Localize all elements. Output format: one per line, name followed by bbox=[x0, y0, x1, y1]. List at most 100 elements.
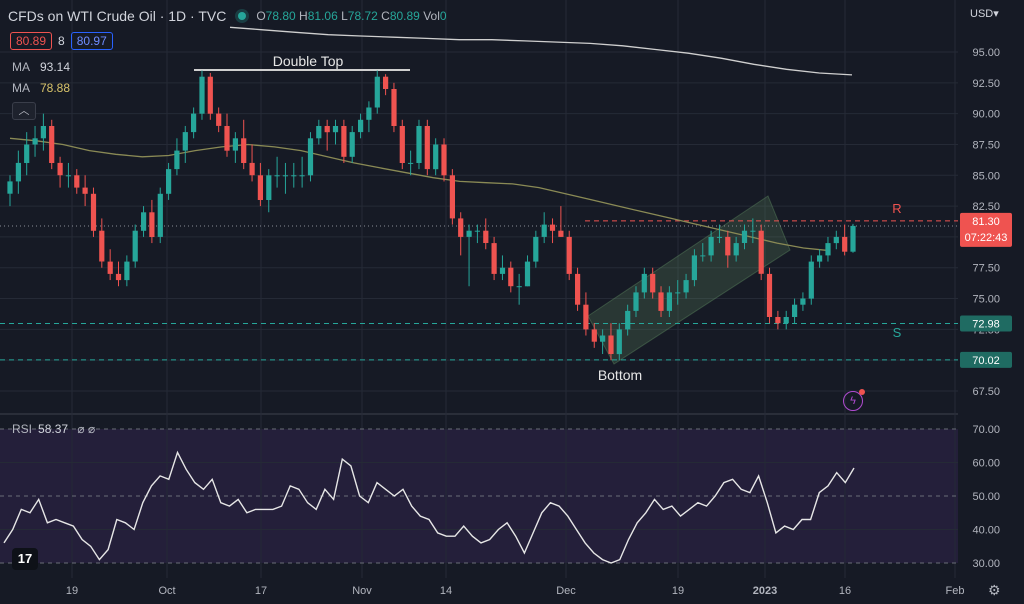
x-tick-label: 16 bbox=[839, 585, 851, 597]
x-tick-label: Oct bbox=[158, 585, 175, 597]
ma-short-legend[interactable]: MA 78.88 bbox=[12, 81, 71, 95]
candle-body bbox=[341, 126, 347, 157]
candle-body bbox=[332, 126, 339, 133]
candle-body bbox=[508, 267, 514, 287]
rsi-y-tick-label: 60.00 bbox=[972, 458, 1000, 470]
symbol-title[interactable]: CFDs on WTI Crude Oil · 1D · TVC bbox=[8, 8, 227, 24]
candle-body bbox=[616, 329, 622, 355]
candle-body bbox=[716, 236, 723, 238]
candle-body bbox=[291, 175, 297, 177]
x-tick-label: Dec bbox=[556, 585, 576, 597]
candle-body bbox=[474, 230, 480, 232]
candle-body bbox=[691, 255, 697, 281]
candle-body bbox=[608, 335, 614, 354]
candle-body bbox=[633, 292, 639, 311]
rsi-band bbox=[0, 429, 958, 563]
tradingview-logo[interactable]: 17 bbox=[12, 548, 38, 570]
annotation-bottom: Bottom bbox=[598, 367, 642, 383]
candle-body bbox=[199, 76, 205, 114]
y-tick-label: 82.50 bbox=[972, 201, 1000, 213]
buy-button[interactable]: 80.97 bbox=[70, 32, 113, 50]
candle-body bbox=[466, 230, 472, 237]
candle-body bbox=[174, 150, 180, 170]
candle-body bbox=[207, 76, 213, 114]
y-tick-label: 85.00 bbox=[972, 170, 1000, 182]
candle-body bbox=[408, 162, 414, 164]
candle-body bbox=[232, 138, 238, 151]
candle-body bbox=[641, 273, 647, 293]
candle-body bbox=[650, 273, 656, 293]
support-tag-bg bbox=[960, 315, 1012, 332]
candle-body bbox=[82, 187, 88, 194]
market-open-icon bbox=[238, 12, 247, 20]
candle-body bbox=[833, 236, 839, 244]
candle-body bbox=[817, 255, 823, 262]
candle-body bbox=[324, 126, 330, 133]
candle-body bbox=[583, 304, 589, 330]
low-tag-bg bbox=[960, 351, 1012, 368]
candle-body bbox=[808, 261, 814, 299]
candle-body bbox=[241, 138, 247, 163]
candle-body bbox=[558, 230, 564, 237]
currency-selector[interactable]: USD▾ bbox=[970, 8, 999, 20]
x-tick-label: 19 bbox=[66, 585, 78, 597]
candle-body bbox=[383, 76, 389, 89]
candle-body bbox=[32, 138, 38, 145]
x-tick-label: 14 bbox=[440, 585, 452, 597]
candle-body bbox=[7, 181, 13, 194]
bid-ask-panel: 80.89 8 80.97 bbox=[10, 32, 113, 50]
candle-body bbox=[249, 162, 255, 176]
candle-body bbox=[533, 236, 539, 262]
candle-body bbox=[15, 162, 21, 182]
candle-body bbox=[842, 236, 848, 252]
candle-body bbox=[766, 273, 773, 317]
y-tick-label: 87.50 bbox=[972, 139, 1000, 151]
candle-body bbox=[575, 273, 581, 305]
candle-body bbox=[758, 230, 764, 274]
sell-button[interactable]: 80.89 bbox=[10, 32, 53, 50]
candle-body bbox=[458, 218, 464, 237]
candle-body bbox=[74, 175, 80, 188]
x-tick-label: 17 bbox=[255, 585, 267, 597]
candle-body bbox=[274, 175, 280, 177]
candle-body bbox=[600, 335, 606, 342]
rsi-y-tick-label: 40.00 bbox=[972, 525, 1000, 537]
ma-long-legend[interactable]: MA 93.14 bbox=[12, 60, 71, 74]
flash-icon[interactable]: ϟ bbox=[843, 389, 865, 411]
collapse-legend-button[interactable]: ︿ bbox=[12, 102, 36, 120]
candle-body bbox=[792, 304, 798, 317]
candle-body bbox=[491, 243, 497, 274]
candle-body bbox=[658, 292, 664, 311]
candle-body bbox=[282, 175, 288, 177]
candle-body bbox=[266, 175, 272, 200]
y-tick-label: 95.00 bbox=[972, 47, 1000, 59]
resistance-tag-bg bbox=[960, 212, 1012, 247]
candle-body bbox=[524, 261, 531, 287]
x-tick-label: Feb bbox=[946, 585, 965, 597]
candle-body bbox=[99, 230, 105, 262]
gear-icon[interactable]: ⚙ bbox=[988, 582, 1001, 598]
candle-body bbox=[257, 175, 263, 200]
candle-body bbox=[374, 76, 380, 108]
candle-body bbox=[166, 169, 172, 194]
spread-value: 8 bbox=[58, 34, 65, 48]
rsi-legend[interactable]: RSI 58.37 ⌀ ⌀ bbox=[12, 422, 96, 436]
annotation-support-s: S bbox=[893, 325, 902, 340]
rsi-y-tick-label: 50.00 bbox=[972, 491, 1000, 503]
candle-body bbox=[107, 261, 113, 274]
candle-body bbox=[499, 267, 506, 274]
ma-short-line bbox=[9, 137, 831, 252]
candle-body bbox=[700, 255, 706, 257]
candle-body bbox=[124, 261, 130, 281]
countdown-timer: 07:22:43 bbox=[965, 232, 1008, 244]
candle-body bbox=[433, 144, 439, 170]
resistance-tag: 81.30 bbox=[972, 216, 1000, 228]
candle-body bbox=[850, 225, 856, 252]
candle-body bbox=[24, 144, 30, 163]
candle-body bbox=[349, 132, 355, 157]
annotation-double-top: Double Top bbox=[273, 53, 344, 69]
candle-body bbox=[216, 113, 222, 126]
candle-body bbox=[191, 113, 197, 133]
x-tick-label: 19 bbox=[672, 585, 684, 597]
